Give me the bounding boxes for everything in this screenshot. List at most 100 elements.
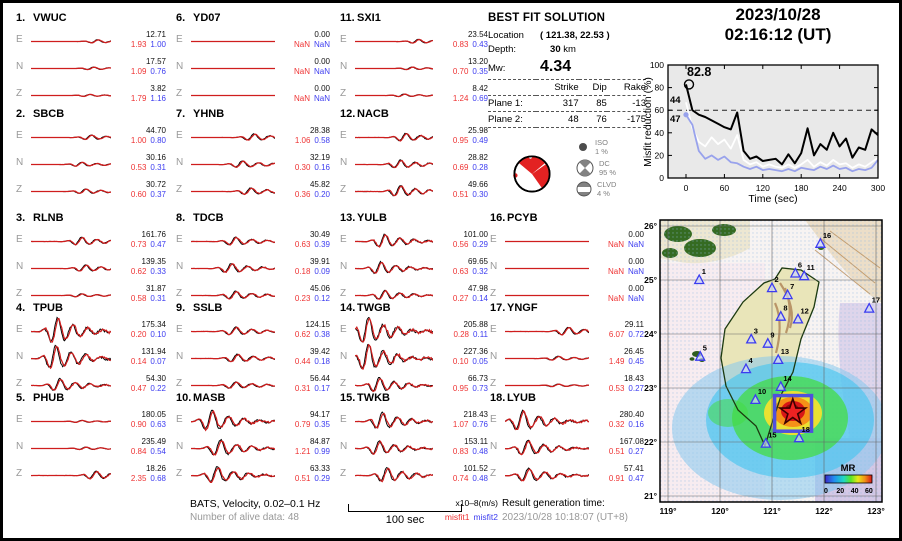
misfit2-value: 0.28 (472, 162, 488, 172)
component-label: E (340, 130, 347, 141)
misfit2-value: 0.99 (314, 446, 330, 456)
waveform-plot (191, 187, 275, 196)
dc-label: DC (599, 159, 610, 168)
misfit2-value: 0.39 (314, 239, 330, 249)
waveform-plot (355, 289, 433, 300)
peak-amplitude: 0.00 (314, 56, 330, 66)
waveform-values: 49.66 0.51 0.30 (436, 180, 488, 200)
plane2-strike: 48 (568, 114, 579, 125)
station-MASB: 10. MASB E 94.17 0.79 0.35 N 84.87 1.21 0.99 Z 63.3… (176, 392, 330, 487)
map-lat-tick: 21° (644, 491, 657, 501)
plane2-dip: 76 (596, 114, 607, 125)
svg-text:Time (sec): Time (sec) (748, 193, 797, 205)
peak-amplitude: 0.00 (628, 229, 644, 239)
component-row: E 124.15 0.62 0.38 (176, 316, 330, 343)
waveform-values: 30.72 0.60 0.37 (114, 180, 166, 200)
map-station-triangle (760, 437, 772, 448)
component-row: N 167.08 0.51 0.27 (490, 433, 644, 460)
map-station-triangle (792, 313, 804, 324)
waveform-values: 227.36 0.10 0.05 (436, 347, 488, 367)
dc-row: DC 95 % (576, 159, 650, 177)
misfit2-value: 0.48 (472, 446, 488, 456)
peak-amplitude: 101.00 (463, 229, 488, 239)
misfit2-value: 0.63 (150, 419, 166, 429)
peak-amplitude: 205.88 (463, 319, 488, 329)
station-number: 17. (490, 302, 506, 314)
table-row: Plane 2: 48 76 -175 (488, 112, 646, 128)
waveform-plot (355, 466, 433, 483)
component-label: Z (490, 468, 497, 479)
component-label: N (340, 157, 348, 168)
waveform-plot (191, 40, 275, 43)
map-station-triangle (793, 431, 805, 443)
misfit1-value: 0.53 (130, 162, 147, 172)
misfit1-value: 2.35 (130, 473, 147, 483)
result-generation-label: Result generation time: (502, 498, 605, 509)
component-label: Z (340, 288, 347, 299)
station-TDCB: 8. TDCB E 30.49 0.63 0.39 N 39.91 0.18 0.09 Z 45.06… (176, 212, 330, 307)
waveform-plot (31, 344, 111, 370)
component-row: Z 3.82 1.79 1.16 (16, 80, 166, 107)
waveform-plot (355, 185, 433, 197)
station-name: SBCB (33, 108, 65, 120)
map-station-triangle (766, 281, 778, 293)
component-row: N 0.00 NaN NaN (176, 53, 330, 80)
svg-text:120: 120 (756, 183, 770, 193)
station-TWGB: 14. TWGB E 205.88 0.28 0.11 N 227.36 0.10 0.05 Z 66… (340, 302, 488, 397)
component-row: E 94.17 0.79 0.35 (176, 406, 330, 433)
plane1-rake: -13 (632, 98, 646, 109)
station-header: 13. YULB (340, 212, 488, 224)
station-number: 7. (176, 108, 186, 120)
waveform-plot (355, 260, 433, 275)
component-row: E 0.00 NaN NaN (176, 26, 330, 53)
component-label: Z (490, 378, 497, 389)
component-label: N (340, 351, 348, 362)
component-label: N (340, 441, 348, 452)
component-row: Z 54.30 0.47 0.22 (16, 370, 166, 397)
component-label: E (176, 414, 183, 425)
station-number: 18. (490, 392, 506, 404)
waveform-plot (31, 316, 111, 343)
map-station-number: 4 (749, 356, 754, 365)
waveform-values: 29.11 6.07 0.72 (592, 320, 644, 340)
component-label: N (490, 441, 498, 452)
svg-text:82.8: 82.8 (687, 65, 711, 79)
station-name: TWGB (357, 302, 391, 314)
peak-amplitude: 47.98 (467, 283, 488, 293)
component-row: N 69.65 0.63 0.32 (340, 253, 488, 280)
peak-amplitude: 94.17 (309, 409, 330, 419)
station-name: SXI1 (357, 12, 381, 24)
misfit2-value: 0.73 (472, 383, 488, 393)
component-label: E (340, 414, 347, 425)
misfit1-value: 0.58 (130, 293, 147, 303)
misfit1-value: 0.83 (452, 446, 469, 456)
station-header: 10. MASB (176, 392, 330, 404)
station-header: 12. NACB (340, 108, 488, 120)
station-header: 18. LYUB (490, 392, 644, 404)
waveform-plot (355, 93, 433, 98)
amplitude-units: x10–8(m/s) (455, 498, 498, 508)
misfit2-value: NaN (627, 293, 644, 303)
station-YULB: 13. YULB E 101.00 0.56 0.29 N 69.65 0.63 0.32 Z 47.… (340, 212, 488, 307)
clvd-pct: 4 % (597, 189, 610, 198)
misfit2-value: 0.07 (150, 356, 166, 366)
station-header: 4. TPUB (16, 302, 166, 314)
misfit2-value: 0.32 (472, 266, 488, 276)
misfit1-value: 0.63 (452, 266, 469, 276)
waveform-values: 44.70 1.00 0.80 (114, 126, 166, 146)
station-header: 8. TDCB (176, 212, 330, 224)
misfit1-value: 1.06 (294, 135, 311, 145)
component-label: Z (176, 378, 183, 389)
svg-text:300: 300 (871, 183, 885, 193)
station-RLNB: 3. RLNB E 161.76 0.73 0.47 N 139.35 0.62 0.33 Z 31.… (16, 212, 166, 307)
misfit2-value: 0.31 (150, 162, 166, 172)
peak-amplitude: 13.20 (467, 56, 488, 66)
best-fit-solution-panel: BEST FIT SOLUTION Location ( 121.38, 22.… (488, 12, 654, 212)
waveform-plot (191, 326, 275, 336)
component-label: E (16, 324, 23, 335)
peak-amplitude: 18.26 (145, 463, 166, 473)
misfit2-value: 1.00 (150, 39, 166, 49)
component-row: Z 18.26 2.35 0.68 (16, 460, 166, 487)
waveform-values: 101.00 0.56 0.29 (436, 230, 488, 250)
component-label: E (16, 234, 23, 245)
